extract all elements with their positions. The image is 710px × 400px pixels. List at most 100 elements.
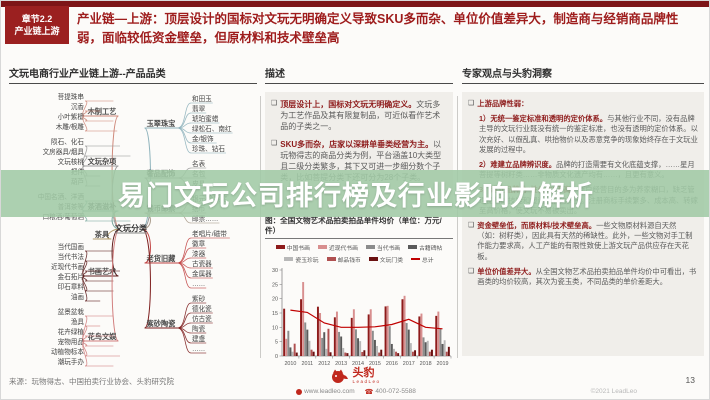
legend-item: 文玩门类 (368, 255, 403, 264)
svg-text:油画: 油画 (71, 292, 84, 301)
leadleo-logo-name: 头豹 (352, 367, 375, 379)
svg-text:花卉绿植: 花卉绿植 (58, 327, 85, 336)
legend-item: 当代书画 (365, 243, 400, 252)
svg-text:文玩核桃: 文玩核桃 (58, 157, 85, 166)
svg-text:潮玩手办: 潮玩手办 (58, 357, 85, 366)
svg-text:20: 20 (272, 296, 278, 302)
leadleo-logo-subtitle: LeadLeo (352, 379, 381, 384)
svg-text:木雕/根雕: 木雕/根雕 (56, 122, 85, 131)
svg-text:2013: 2013 (335, 361, 347, 367)
legend-item: 古籍碑帖 (408, 243, 442, 252)
svg-text:紫砂: 紫砂 (192, 294, 206, 303)
svg-text:2010: 2010 (284, 361, 296, 367)
phone-icon: ☎ (364, 388, 374, 396)
footer-brand: 头豹 LeadLeo www.leadleo.com ☎ 400-072-558… (276, 368, 436, 396)
product-category-panel-title: 文玩电商行业产业链上游--产品品类 (9, 65, 257, 84)
svg-text:陶瓷: 陶瓷 (192, 324, 206, 333)
column-divider (260, 96, 261, 358)
svg-text:盆景盆栽: 盆景盆栽 (58, 307, 85, 316)
svg-text:当代书法: 当代书法 (58, 252, 85, 261)
svg-text:琥珀蜜蜡: 琥珀蜜蜡 (192, 114, 219, 123)
svg-text:2019: 2019 (437, 361, 449, 367)
svg-text:绿松石、南红: 绿松石、南红 (192, 124, 232, 133)
expert-bullets: ❑ 上游品牌性弱： 1）无统一鉴定标准和透明的定价体系。与其他行业不同，没有品牌主导… (462, 92, 704, 356)
svg-text:古瓷器: 古瓷器 (192, 259, 212, 268)
svg-text:10: 10 (272, 325, 278, 331)
svg-text:漆器: 漆器 (192, 249, 206, 258)
expert-panel-title: 专家观点与头豹洞察 (462, 65, 704, 84)
svg-text:邮票……: 邮票…… (192, 214, 218, 223)
svg-text:25: 25 (272, 282, 278, 288)
copyright-note: ©2021 LeadLeo (590, 388, 637, 395)
page-number: 13 (685, 375, 695, 385)
column-divider (457, 96, 458, 358)
svg-text:2016: 2016 (386, 361, 398, 367)
svg-text:渔具: 渔具 (71, 317, 85, 326)
description-panel-title: 描述 (265, 65, 453, 84)
description-panel: 描述 ❑ 顶层设计上，国标对文玩无明确定义。文玩多为工艺作品及其有限复制品，可近似… (265, 65, 453, 381)
svg-text:德化瓷: 德化瓷 (192, 304, 212, 313)
legend-item: 中国书画 (275, 243, 310, 252)
svg-text:金/银饰: 金/银饰 (192, 134, 214, 143)
svg-text:紫砂陶瓷: 紫砂陶瓷 (147, 319, 177, 328)
svg-text:花鸟文娱: 花鸟文娱 (88, 332, 118, 341)
svg-text:30: 30 (272, 268, 278, 274)
svg-text:印石章料: 印石章料 (58, 282, 85, 291)
svg-text:文玩杂项: 文玩杂项 (87, 157, 118, 166)
svg-text:珍珠、钻石: 珍珠、钻石 (192, 144, 225, 153)
svg-text:金属器: 金属器 (192, 269, 212, 278)
chapter-label: 产业链上游 (14, 25, 60, 36)
svg-text:15: 15 (272, 311, 278, 317)
expert-bullet: ❑ 资金壁垒低，而原材料/技术壁垒高。一些文物原材料源自天然（如：树籽类），因此具… (468, 221, 693, 261)
svg-text:2011: 2011 (302, 361, 314, 367)
svg-text:金石拓片: 金石拓片 (58, 272, 84, 281)
svg-text:建盏: 建盏 (192, 334, 206, 343)
chart-title: 图：全国文物艺术品拍卖拍品单件均价（单位：万元/件） (265, 216, 453, 239)
chart-legend: 中国书画 近现代书画 当代书画 古籍碑帖瓷玉珍玩 邮品钱币 文玩门类 总计 (265, 243, 453, 264)
product-category-panel: 文玩电商行业产业链上游--产品品类 (9, 65, 257, 84)
svg-text:和田玉: 和田玉 (192, 94, 212, 103)
watermark-text: 易门文玩公司排行榜及行业影响力解析 (118, 181, 594, 211)
legend-item: 瓷玉珍玩 (284, 255, 319, 264)
svg-text:玉翠珠宝: 玉翠珠宝 (147, 119, 176, 128)
svg-text:0: 0 (275, 354, 278, 360)
svg-text:近现代书画: 近现代书画 (51, 262, 84, 271)
source-note: 来源：玩物得志、中国拍卖行业协会、头豹研究院 (9, 377, 174, 386)
desc-bullet: ❑ 顶层设计上，国标对文玩无明确定义。文玩多为工艺作品及其有限复制品，可近似看作艺… (271, 100, 441, 132)
chapter-badge: 章节2.2 产业链上游 (5, 6, 69, 44)
svg-text:动植物标本: 动植物标本 (51, 347, 84, 356)
svg-text:宠物用品: 宠物用品 (58, 337, 85, 346)
svg-text:陨石、化石: 陨石、化石 (51, 137, 84, 146)
svg-text:徽章: 徽章 (192, 239, 206, 248)
svg-text:茶具: 茶具 (94, 230, 110, 239)
svg-text:2017: 2017 (403, 361, 415, 367)
chapter-number: 章节2.2 (21, 13, 53, 24)
svg-text:小叶紫檀: 小叶紫檀 (58, 112, 85, 121)
svg-text:木制工艺: 木制工艺 (87, 107, 117, 116)
svg-text:文玩分类: 文玩分类 (115, 223, 147, 233)
svg-text:……: …… (192, 346, 205, 353)
website-icon (296, 388, 303, 395)
legend-item: 邮品钱币 (326, 255, 361, 264)
expert-bullet: 1）无统一鉴定标准和透明的定价体系。与其他行业不同，没有品牌主导的文玩行业既没有… (479, 114, 698, 154)
svg-text:5: 5 (275, 339, 278, 345)
legend-item: 总计 (411, 255, 434, 264)
slide-title: 产业链—上游：顶层设计的国标对文玩无明确定义导致SKU多而杂、单位价值差异大，制… (77, 12, 679, 46)
website-url: www.leadleo.com (304, 388, 355, 395)
svg-text:菩提珠串: 菩提珠串 (58, 92, 84, 101)
svg-text:2014: 2014 (352, 361, 364, 367)
svg-text:2012: 2012 (318, 361, 330, 367)
svg-text:书画艺术: 书画艺术 (88, 267, 118, 276)
svg-text:老货旧藏: 老货旧藏 (146, 254, 177, 263)
svg-text:老唱片/磁带: 老唱片/磁带 (192, 229, 227, 238)
svg-text:名表: 名表 (192, 159, 206, 168)
phone-number: 400-072-5588 (375, 388, 416, 395)
svg-text:仿古瓷: 仿古瓷 (192, 314, 212, 323)
legend-item: 近现代书画 (317, 243, 358, 252)
svg-text:……: …… (192, 281, 205, 288)
watermark-banner: 易门文玩公司排行榜及行业影响力解析 (1, 170, 709, 217)
svg-text:沉香: 沉香 (71, 102, 85, 111)
expert-bullet: ❑ 上游品牌性弱： (468, 99, 529, 108)
expert-bullet: ❑ 单位价值差异大。从全国文物艺术品拍卖拍品单件均价中可看出，书画类的均价较高，其… (468, 266, 697, 287)
